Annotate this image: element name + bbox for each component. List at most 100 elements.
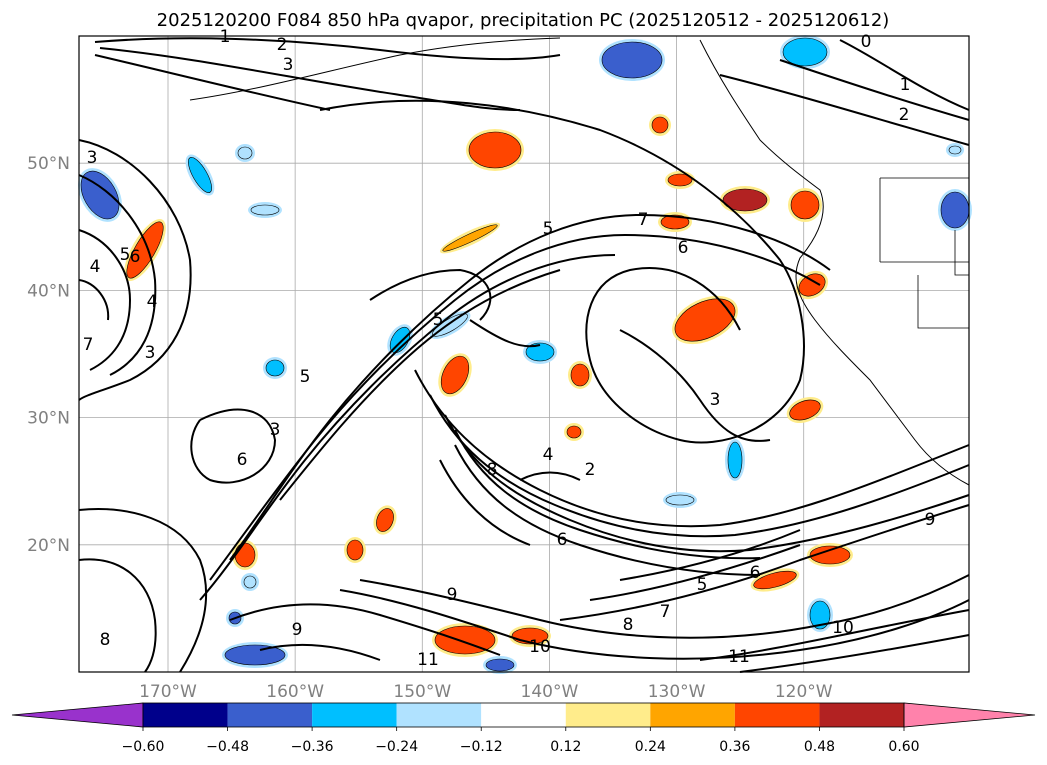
- precip-area: [442, 224, 498, 252]
- colorbar-segment: [819, 703, 904, 727]
- contour-label: 5: [120, 245, 131, 265]
- y-tick-label: 30°N: [27, 409, 70, 429]
- precip-area: [651, 116, 669, 134]
- colorbar-tick-label: 0.48: [804, 739, 835, 755]
- state-border: [879, 177, 969, 329]
- contour-line: [519, 471, 581, 481]
- contour-line: [78, 139, 192, 401]
- precip-area: [722, 188, 768, 212]
- colorbar-tick-label: 0.60: [888, 739, 919, 755]
- colorbar-tick-label: −0.12: [460, 739, 503, 755]
- precip-area: [234, 542, 256, 568]
- longitude-labels: 170°W 160°W 150°W 140°W 130°W 120°W: [139, 682, 833, 702]
- contour-line: [209, 233, 821, 581]
- precip-area: [570, 363, 590, 387]
- contour-line: [444, 414, 970, 553]
- precip-area: [798, 273, 826, 297]
- contour-label: 6: [130, 247, 141, 267]
- contour-line: [454, 429, 761, 560]
- contour-line: [454, 444, 761, 576]
- contour-label: 9: [925, 510, 936, 530]
- precip-area: [376, 508, 394, 532]
- contour-label: 6: [557, 530, 568, 550]
- contour-label: 9: [447, 585, 458, 605]
- precip-area: [237, 146, 253, 160]
- precip-area: [809, 600, 831, 630]
- colorbar-tick-label: −0.48: [206, 739, 249, 755]
- precip-area: [346, 539, 364, 561]
- precip-area: [660, 214, 690, 230]
- contour-line: [839, 39, 970, 111]
- contour-line: [78, 229, 132, 371]
- contour-line: [359, 574, 970, 639]
- precip-area: [667, 173, 693, 187]
- precip-area: [809, 545, 851, 565]
- precip-area: [525, 342, 555, 362]
- chart-title: 2025120200 F084 850 hPa qvapor, precipit…: [157, 10, 890, 31]
- contour-line: [78, 174, 157, 376]
- colorbar-segment: [396, 703, 482, 727]
- contour-line: [439, 459, 531, 546]
- map-frame: [78, 35, 970, 673]
- contour-line: [319, 99, 805, 444]
- contour-line: [414, 369, 970, 528]
- contour-label: 11: [728, 647, 750, 667]
- contour-line: [429, 394, 970, 538]
- colorbar-tick-labels: −0.60 −0.48 −0.36 −0.24 −0.12 0.12 0.24 0.36 0.4…: [122, 727, 920, 755]
- x-tick-label: 140°W: [521, 682, 579, 702]
- precip-area: [188, 157, 212, 193]
- contour-label: 5: [697, 575, 708, 595]
- contour-line: [99, 47, 521, 111]
- precip-area: [485, 658, 515, 672]
- precip-area: [753, 570, 797, 590]
- precip-area: [727, 441, 743, 479]
- contour-line: [94, 37, 561, 61]
- contour-label: 7: [660, 602, 671, 622]
- contour-label: 4: [543, 445, 554, 465]
- contour-label: 2: [899, 105, 910, 125]
- colorbar-segment: [481, 703, 566, 727]
- contour-line: [78, 279, 110, 321]
- colorbar-tick-label: 0.12: [550, 739, 581, 755]
- contour-label: 8: [487, 460, 498, 480]
- precipitation-fill: [78, 35, 972, 674]
- contour-label: 6: [678, 238, 689, 258]
- contour-label: 3: [710, 390, 721, 410]
- contour-line: [589, 544, 801, 601]
- colorbar-tick-label: −0.24: [375, 739, 418, 755]
- colorbar: [11, 702, 1036, 728]
- contour-label: 10: [832, 618, 854, 638]
- contour-line: [78, 558, 157, 673]
- contour-line: [339, 589, 970, 660]
- contour-label: 5: [300, 367, 311, 387]
- colorbar-segment: [565, 703, 651, 727]
- precip-area: [566, 425, 582, 439]
- contour-line: [719, 74, 970, 146]
- x-tick-label: 130°W: [648, 682, 706, 702]
- contour-label: 5: [433, 310, 444, 330]
- precip-area: [250, 204, 280, 216]
- contour-line: [779, 59, 970, 121]
- contour-line: [619, 529, 801, 581]
- x-tick-label: 150°W: [393, 682, 451, 702]
- contour-label: 3: [145, 343, 156, 363]
- coastline-segment: [699, 39, 970, 486]
- precip-area: [468, 131, 522, 169]
- colorbar-segment: [650, 703, 735, 727]
- contour-line: [699, 609, 970, 661]
- contour-label: 8: [100, 630, 111, 650]
- contour-line: [199, 254, 616, 601]
- y-tick-label: 20°N: [27, 536, 70, 556]
- contour-line: [739, 634, 970, 673]
- y-tick-label: 40°N: [27, 281, 70, 301]
- precip-area: [243, 575, 257, 589]
- coastline-segment: [189, 37, 561, 101]
- precip-area: [126, 221, 164, 279]
- contour-line: [369, 268, 492, 321]
- contour-label: 3: [283, 55, 294, 75]
- contour-label: 2: [277, 35, 288, 55]
- contour-line: [259, 643, 381, 661]
- contour-line: [279, 269, 561, 501]
- qvapor-contours: [78, 37, 970, 673]
- contour-line: [94, 54, 331, 111]
